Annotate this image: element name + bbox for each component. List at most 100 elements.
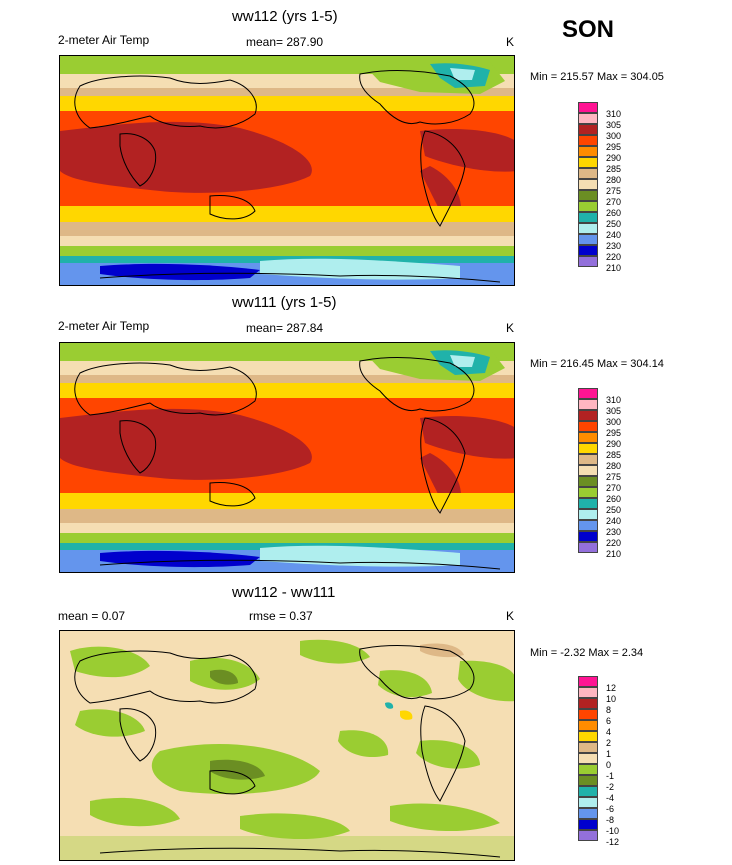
panel1-colorbar-box (578, 212, 598, 223)
panel2-colorbar-box (578, 399, 598, 410)
panel3-map (59, 630, 515, 861)
season-label: SON (562, 16, 615, 43)
panel2-colorbar-label: 290 (606, 439, 622, 449)
panel2-colorbar-label: 220 (606, 538, 622, 548)
panel1-colorbar-label: 275 (606, 186, 622, 196)
panel1-colorbar-label: 240 (606, 230, 622, 240)
panel3-colorbar-box (578, 753, 598, 764)
panel2-colorbar-box (578, 498, 598, 509)
panel3-title: ww112 - ww111 (232, 584, 336, 601)
panel1-colorbar-box (578, 179, 598, 190)
panel1-minmax: Min = 215.57 Max = 304.05 (530, 71, 664, 83)
panel3-colorbar-label: -8 (606, 815, 615, 825)
panel1-colorbar-box (578, 146, 598, 157)
panel1-temperature-field (60, 56, 514, 285)
panel2-mean-label: mean= 287.84 (246, 321, 324, 335)
panel1-colorbar-box (578, 113, 598, 124)
panel1-units: K (506, 35, 515, 49)
panel3-colorbar-box (578, 830, 598, 841)
panel3-colorbar-label: 6 (606, 716, 612, 726)
panel3-colorbar-box (578, 775, 598, 786)
panel3-colorbar-box (578, 819, 598, 830)
panel2-colorbar-box (578, 542, 598, 553)
panel3-colorbar-box (578, 764, 598, 775)
panel2-colorbar-box (578, 476, 598, 487)
panel1-colorbar-box (578, 168, 598, 179)
panel2-colorbar-box (578, 520, 598, 531)
panel3-rmse-label: rmse = 0.37 (249, 609, 313, 623)
panel1-colorbar-box (578, 234, 598, 245)
panel1-colorbar-label: 310 (606, 109, 622, 119)
panel1-colorbar-label: 210 (606, 263, 622, 273)
panel2-colorbar-box (578, 465, 598, 476)
panel1-colorbar-box (578, 245, 598, 256)
panel3-colorbar-box (578, 720, 598, 731)
panel1-mean-label: mean= 287.90 (246, 35, 324, 49)
panel3-colorbar-box (578, 731, 598, 742)
panel3-minmax: Min = -2.32 Max = 2.34 (530, 647, 644, 659)
panel2-colorbar-box (578, 531, 598, 542)
panel3-colorbar-box (578, 687, 598, 698)
panel1-map (59, 55, 515, 286)
panel1-colorbar-box (578, 256, 598, 267)
panel3-colorbar-label: 0 (606, 760, 612, 770)
panel2-colorbar-label: 295 (606, 428, 622, 438)
panel2-colorbar-label: 270 (606, 483, 622, 493)
panel3-colorbar-label: -6 (606, 804, 615, 814)
panel1-colorbar-label: 270 (606, 197, 622, 207)
panel1-colorbar-label: 285 (606, 164, 622, 174)
panel3-colorbar: 12 10 8 6 4 2 1 0 -1 -2 -4 -6 -8 -10 -12 (578, 676, 619, 852)
panel2-colorbar-box (578, 410, 598, 421)
panel1-colorbar-label: 290 (606, 153, 622, 163)
panel1-colorbar-label: 300 (606, 131, 622, 141)
panel2-colorbar-box (578, 443, 598, 454)
panel1-colorbar-box (578, 190, 598, 201)
panel2-colorbar-label: 285 (606, 450, 622, 460)
panel2-colorbar-label: 275 (606, 472, 622, 482)
panel2-map (59, 342, 515, 573)
panel2-colorbar-label: 260 (606, 494, 622, 504)
panel1-colorbar-label: 250 (606, 219, 622, 229)
panel2-colorbar-label: 300 (606, 417, 622, 427)
panel2-colorbar-box (578, 487, 598, 498)
panel2-colorbar-label: 280 (606, 461, 622, 471)
panel3-colorbar-box (578, 709, 598, 720)
panel2-units: K (506, 321, 515, 335)
panel1-colorbar-label: 220 (606, 252, 622, 262)
panel3-colorbar-box (578, 698, 598, 709)
panel2-colorbar-box (578, 388, 598, 399)
panel3-colorbar-label: 8 (606, 705, 612, 715)
panel3-colorbar-box (578, 797, 598, 808)
panel3-colorbar-box (578, 742, 598, 753)
panel1-colorbar-label: 280 (606, 175, 622, 185)
panel2-colorbar-label: 310 (606, 395, 622, 405)
panel2-colorbar-label: 210 (606, 549, 622, 559)
panel3-units: K (506, 609, 515, 623)
panel3-colorbar-label: 1 (606, 749, 612, 759)
panel1-variable-label: 2-meter Air Temp (58, 33, 150, 47)
panel2-colorbar-box (578, 432, 598, 443)
panel3-colorbar-label: 10 (606, 694, 617, 704)
panel2-colorbar-label: 230 (606, 527, 622, 537)
panel1-colorbar: 310 305 300 295 290 285 280 275 270 260 … (578, 102, 621, 278)
panel1-colorbar-label: 260 (606, 208, 622, 218)
panel3-colorbar-label: -12 (606, 837, 620, 847)
panel3-colorbar-label: 4 (606, 727, 612, 737)
panel2-colorbar: 310 305 300 295 290 285 280 275 270 260 … (578, 388, 621, 564)
panel1-colorbar-label: 305 (606, 120, 622, 130)
panel3-colorbar-label: -4 (606, 793, 615, 803)
panel1-colorbar-box (578, 157, 598, 168)
panel2-colorbar-label: 240 (606, 516, 622, 526)
panel2-colorbar-label: 305 (606, 406, 622, 416)
panel1-colorbar-box (578, 102, 598, 113)
panel2-title: ww111 (yrs 1-5) (232, 294, 337, 311)
panel3-colorbar-label: 12 (606, 683, 617, 693)
panel3-difference-field (60, 631, 514, 860)
panel1-colorbar-box (578, 124, 598, 135)
panel2-temperature-field (60, 343, 514, 572)
panel1-colorbar-label: 295 (606, 142, 622, 152)
panel1-title: ww112 (yrs 1-5) (232, 8, 338, 25)
panel3-colorbar-label: 2 (606, 738, 612, 748)
panel2-minmax: Min = 216.45 Max = 304.14 (530, 358, 664, 370)
panel2-variable-label: 2-meter Air Temp (58, 319, 150, 333)
